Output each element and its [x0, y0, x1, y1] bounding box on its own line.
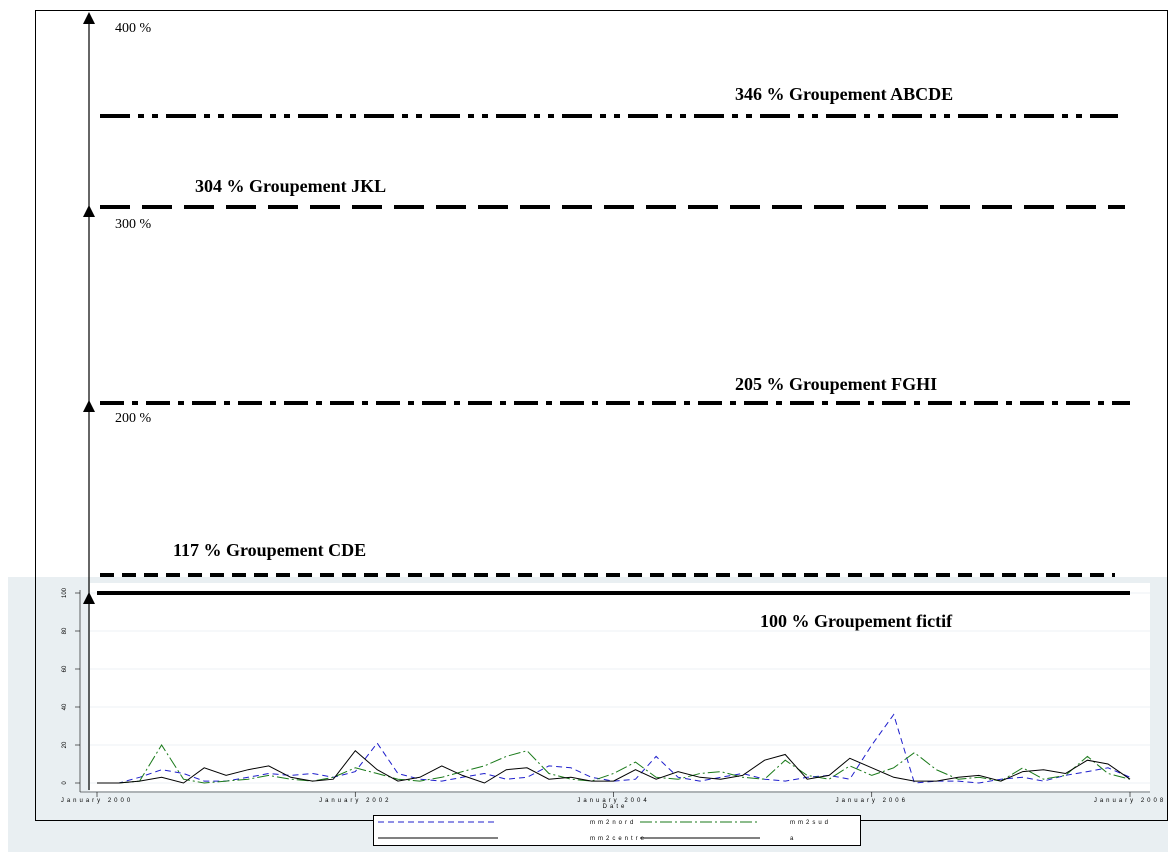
legend-label: mm2sud [790, 820, 831, 826]
legend: mm2nord mm2sud mm2centre a [373, 815, 861, 846]
scale-label: 200 % [115, 411, 152, 426]
level-label: 304 % Groupement JKL [195, 176, 386, 196]
y-tick-label: 20 [62, 741, 68, 748]
level-label: 117 % Groupement CDE [173, 540, 366, 560]
plot-area [90, 583, 1150, 791]
y-tick-label: 0 [62, 781, 68, 785]
arrow-head [83, 592, 95, 604]
x-tick-label: January 2006 [836, 798, 908, 804]
arrow-head [83, 205, 95, 217]
scale-label: 400 % [115, 21, 152, 36]
y-tick-label: 100 [62, 587, 68, 598]
level-label: 100 % Groupement fictif [760, 611, 953, 631]
legend-box [373, 815, 861, 846]
level-label: 346 % Groupement ABCDE [735, 84, 953, 104]
series-line [97, 749, 1131, 784]
series-line [97, 744, 1131, 784]
legend-label: a [790, 836, 796, 842]
y-tick-label: 40 [62, 703, 68, 710]
x-tick-label: January 2002 [319, 798, 391, 804]
x-axis-title: Date [603, 804, 628, 810]
series-line [97, 713, 1131, 784]
arrow-head [83, 12, 95, 24]
x-tick-label: January 2004 [577, 798, 649, 804]
x-tick-label: January 2008 [1094, 798, 1166, 804]
legend-label: mm2nord [590, 820, 636, 826]
y-tick-label: 60 [62, 665, 68, 672]
scale-label: 300 % [115, 217, 152, 232]
arrow-head [83, 400, 95, 412]
level-label: 205 % Groupement FGHI [735, 374, 937, 394]
legend-label: mm2centre [590, 836, 647, 842]
x-tick-label: January 2000 [61, 798, 133, 804]
y-tick-label: 80 [62, 627, 68, 634]
